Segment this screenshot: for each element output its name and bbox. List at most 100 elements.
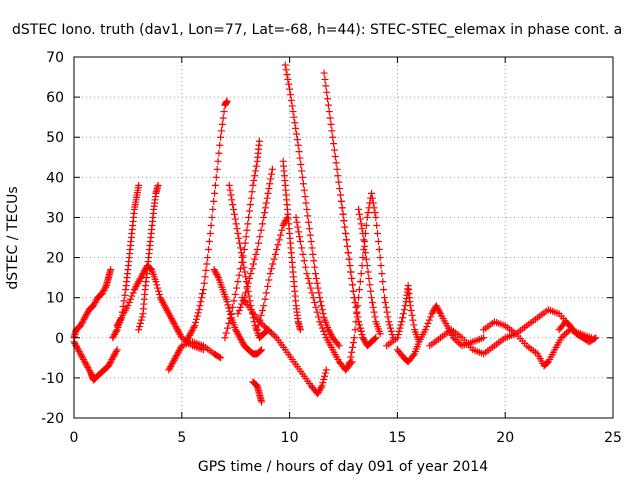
data-point	[355, 294, 363, 302]
data-point	[125, 298, 133, 306]
data-point	[328, 127, 336, 135]
data-point	[205, 238, 213, 246]
data-point	[135, 278, 143, 286]
data-point	[559, 332, 567, 340]
series-25	[480, 318, 595, 370]
data-point	[292, 124, 300, 132]
data-point	[333, 165, 341, 173]
data-point	[346, 358, 354, 366]
data-point	[357, 220, 365, 228]
data-point	[380, 294, 388, 302]
data-point	[188, 327, 196, 335]
data-point	[349, 343, 357, 351]
data-point	[224, 324, 232, 332]
data-point	[362, 255, 370, 263]
data-point	[310, 257, 318, 265]
data-point	[83, 309, 91, 317]
data-point	[245, 213, 253, 221]
data-point	[242, 289, 250, 297]
series-8	[210, 266, 266, 358]
data-point	[334, 172, 342, 180]
data-point	[435, 307, 443, 315]
data-point	[279, 221, 287, 229]
data-point	[153, 281, 161, 289]
data-point	[299, 250, 307, 258]
data-point	[258, 346, 266, 354]
data-point	[202, 266, 210, 274]
data-point	[360, 335, 368, 343]
data-point	[311, 263, 319, 271]
data-point	[234, 310, 242, 318]
data-point	[353, 310, 361, 318]
data-point	[308, 289, 316, 297]
data-point	[169, 358, 177, 366]
data-point	[247, 270, 255, 278]
data-point	[359, 229, 367, 237]
data-point	[356, 324, 364, 332]
data-point	[357, 327, 365, 335]
series-3	[109, 181, 143, 342]
data-point	[107, 266, 115, 274]
data-point	[321, 369, 329, 377]
data-point	[297, 160, 305, 168]
data-point	[313, 279, 321, 287]
plot-area	[70, 61, 600, 406]
data-point	[362, 221, 370, 229]
y-tick-label: 10	[46, 291, 64, 307]
data-point	[372, 334, 380, 342]
data-point	[564, 327, 572, 335]
data-point	[245, 274, 253, 282]
data-point	[322, 366, 330, 374]
data-point	[292, 213, 300, 221]
y-tick-label: 50	[46, 130, 64, 146]
x-axis: 0 5 10 15 20 25	[70, 56, 622, 446]
data-point	[113, 346, 121, 354]
data-point	[453, 337, 461, 345]
data-point	[78, 352, 86, 360]
data-point	[398, 318, 406, 326]
data-point	[294, 141, 302, 149]
data-point	[370, 204, 378, 212]
data-point	[167, 361, 175, 369]
data-point	[211, 267, 219, 275]
data-point	[365, 274, 373, 282]
data-point	[222, 329, 230, 337]
data-point	[317, 384, 325, 392]
x-tick-label: 5	[177, 430, 186, 446]
data-point	[136, 323, 144, 331]
data-point	[339, 210, 347, 218]
data-point	[387, 324, 395, 332]
data-point	[111, 329, 119, 337]
data-point	[84, 363, 92, 371]
data-point	[456, 340, 464, 348]
data-point	[239, 252, 247, 260]
data-point	[393, 334, 401, 342]
data-point	[251, 255, 259, 263]
data-point	[316, 294, 324, 302]
data-point	[354, 313, 362, 321]
data-point	[363, 262, 371, 270]
data-point	[211, 189, 219, 197]
chart-title: dSTEC Iono. truth (dav1, Lon=77, Lat=-68…	[12, 22, 622, 38]
data-point	[287, 96, 295, 104]
data-point	[78, 319, 86, 327]
data-point	[187, 328, 195, 336]
data-point	[229, 201, 237, 209]
data-point	[172, 323, 180, 331]
data-point	[336, 185, 344, 193]
data-point	[215, 353, 223, 361]
data-point	[182, 338, 190, 346]
data-point	[282, 66, 290, 74]
data-point	[136, 276, 144, 284]
data-point	[233, 225, 241, 233]
data-point	[324, 326, 332, 334]
data-point	[177, 332, 185, 340]
data-point	[184, 335, 192, 343]
data-point	[233, 329, 241, 337]
x-tick-label: 15	[388, 430, 406, 446]
data-point	[232, 326, 240, 334]
data-point	[274, 241, 282, 249]
data-point	[236, 303, 244, 311]
data-point	[90, 300, 98, 308]
data-point	[332, 159, 340, 167]
